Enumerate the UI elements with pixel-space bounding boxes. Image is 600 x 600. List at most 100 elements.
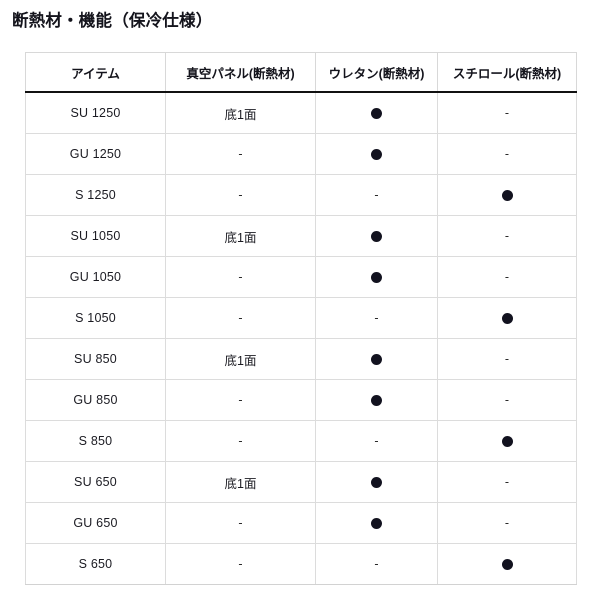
table-row: SU 850 底1面 - [25, 338, 577, 380]
header-row: アイテム 真空パネル(断熱材) ウレタン(断熱材) スチロール(断熱材) [25, 52, 577, 93]
dash-icon: - [238, 434, 243, 449]
cell-item-name: GU 1250 [25, 133, 166, 175]
cell-urethane-none: - [315, 543, 438, 585]
cell-item-name: S 1250 [25, 174, 166, 216]
filled-circle-icon [371, 149, 382, 161]
dash-icon: - [504, 475, 510, 490]
dash-icon: - [374, 557, 379, 572]
cell-item-name: SU 1050 [25, 215, 166, 257]
dash-icon: - [504, 106, 510, 121]
column-header-urethane: ウレタン(断熱材) [315, 52, 438, 93]
filled-circle-icon [371, 354, 382, 366]
spec-table-container: アイテム 真空パネル(断熱材) ウレタン(断熱材) スチロール(断熱材) SU … [25, 52, 577, 585]
cell-urethane-supported [315, 92, 438, 134]
table-body: SU 1250 底1面 - GU 1250- - S 1250- - SU 1050 底1面 - G… [25, 92, 577, 585]
dash-icon: - [238, 270, 243, 285]
cell-styrol-none: - [437, 256, 577, 298]
filled-circle-icon [371, 272, 382, 284]
cell-item-name: GU 650 [25, 502, 166, 544]
filled-circle-icon [371, 231, 382, 243]
cell-styrol-none: - [437, 461, 577, 503]
cell-item-name: GU 1050 [25, 256, 166, 298]
page-title: 断熱材・機能（保冷仕様） [12, 12, 213, 30]
cell-vacuum-value: 底1面 [165, 92, 316, 134]
cell-styrol-supported [437, 297, 577, 339]
table-row: SU 1050 底1面 - [25, 215, 577, 257]
cell-item-name: SU 850 [25, 338, 166, 380]
dash-icon: - [238, 188, 243, 203]
cell-vacuum-none: - [165, 256, 316, 298]
filled-circle-icon [371, 395, 382, 407]
table-row: GU 850 - - [25, 379, 577, 421]
filled-circle-icon [501, 313, 513, 325]
table-row: GU 650 - - [25, 502, 577, 544]
cell-urethane-supported [315, 338, 438, 380]
cell-styrol-none: - [437, 215, 577, 257]
cell-urethane-none: - [315, 420, 438, 462]
dash-icon: - [238, 516, 243, 531]
cell-vacuum-none: - [165, 420, 316, 462]
cell-item-name: SU 1250 [25, 92, 166, 134]
cell-styrol-supported [437, 174, 577, 216]
cell-item-name: SU 650 [25, 461, 166, 503]
cell-item-name: S 850 [25, 420, 166, 462]
cell-vacuum-value: 底1面 [165, 215, 316, 257]
dash-icon: - [374, 311, 379, 326]
dash-icon: - [504, 393, 510, 408]
filled-circle-icon [501, 436, 513, 448]
table-row: GU 1050 - - [25, 256, 577, 298]
filled-circle-icon [371, 477, 382, 489]
dash-icon: - [374, 188, 379, 203]
cell-vacuum-value: 底1面 [165, 461, 316, 503]
cell-urethane-supported [315, 379, 438, 421]
table-row: S 650 - - [25, 543, 577, 585]
cell-vacuum-none: - [165, 502, 316, 544]
table-row: S 850 - - [25, 420, 577, 462]
cell-vacuum-value: 底1面 [165, 338, 316, 380]
insulation-spec-table: アイテム 真空パネル(断熱材) ウレタン(断熱材) スチロール(断熱材) SU … [25, 52, 577, 585]
dash-icon: - [504, 229, 510, 244]
table-row: S 1050 - - [25, 297, 577, 339]
cell-item-name: GU 850 [25, 379, 166, 421]
cell-vacuum-none: - [165, 379, 316, 421]
table-row: SU 650 底1面 - [25, 461, 577, 503]
filled-circle-icon [501, 559, 513, 571]
table-row: SU 1250 底1面 - [25, 92, 577, 134]
table-header: アイテム 真空パネル(断熱材) ウレタン(断熱材) スチロール(断熱材) [25, 52, 577, 93]
filled-circle-icon [501, 190, 513, 202]
cell-styrol-none: - [437, 133, 577, 175]
table-row: S 1250 - - [25, 174, 577, 216]
cell-vacuum-none: - [165, 543, 316, 585]
dash-icon: - [238, 311, 243, 326]
dash-icon: - [238, 557, 243, 572]
cell-vacuum-none: - [165, 297, 316, 339]
column-header-styrol: スチロール(断熱材) [437, 52, 577, 93]
cell-urethane-supported [315, 215, 438, 257]
cell-urethane-supported [315, 133, 438, 175]
cell-urethane-none: - [315, 174, 438, 216]
cell-urethane-supported [315, 502, 438, 544]
cell-styrol-none: - [437, 338, 577, 380]
cell-styrol-supported [437, 543, 577, 585]
cell-styrol-none: - [437, 92, 577, 134]
filled-circle-icon [371, 108, 382, 120]
column-header-item: アイテム [25, 52, 166, 93]
dash-icon: - [238, 147, 243, 162]
column-header-vacuum: 真空パネル(断熱材) [165, 52, 316, 93]
dash-icon: - [504, 270, 510, 285]
cell-styrol-none: - [437, 379, 577, 421]
cell-styrol-supported [437, 420, 577, 462]
table-row: GU 1250 - - [25, 133, 577, 175]
cell-vacuum-none: - [165, 174, 316, 216]
cell-urethane-supported [315, 461, 438, 503]
dash-icon: - [504, 352, 510, 367]
cell-item-name: S 1050 [25, 297, 166, 339]
filled-circle-icon [371, 518, 382, 530]
cell-vacuum-none: - [165, 133, 316, 175]
cell-item-name: S 650 [25, 543, 166, 585]
cell-urethane-supported [315, 256, 438, 298]
dash-icon: - [374, 434, 379, 449]
cell-styrol-none: - [437, 502, 577, 544]
dash-icon: - [504, 147, 510, 162]
